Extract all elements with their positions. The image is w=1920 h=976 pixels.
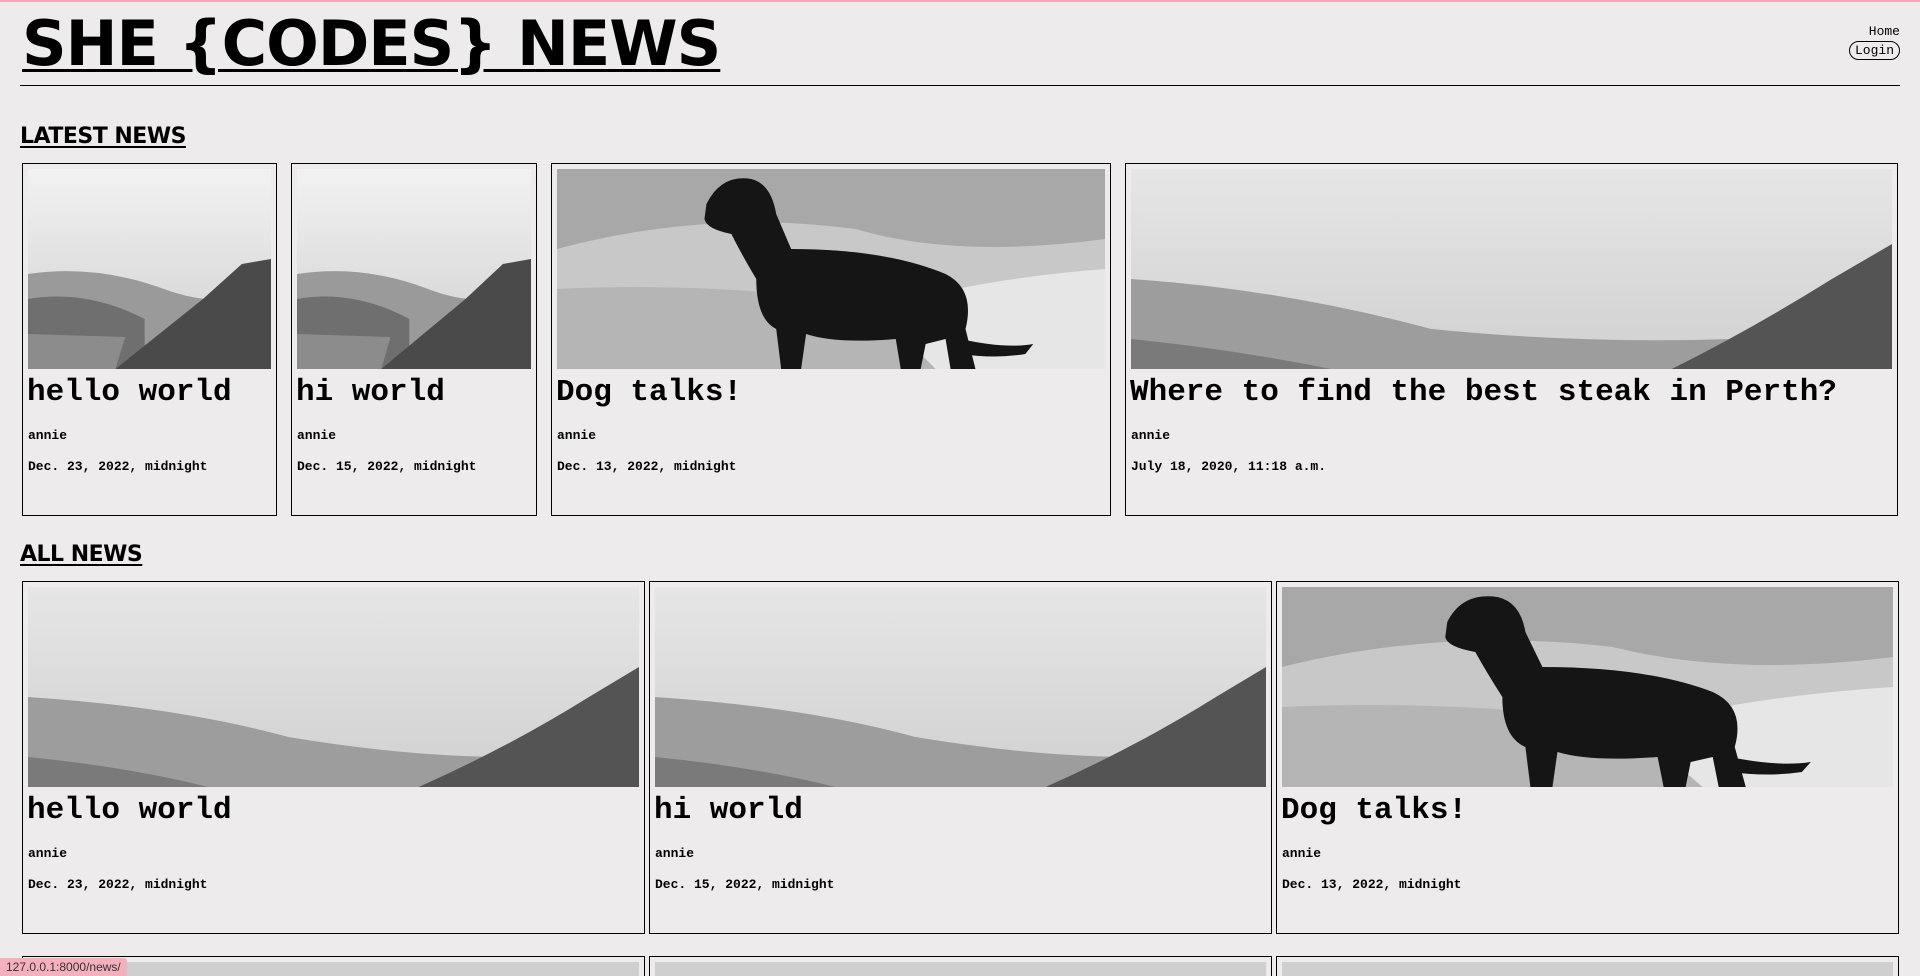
latest-card-hello-world[interactable]: hello world annie Dec. 23, 2022, midnigh… [22, 163, 277, 516]
image-strip [1282, 962, 1893, 976]
all-card-dog-talks[interactable]: Dog talks! annie Dec. 13, 2022, midnight [1276, 581, 1899, 934]
mountain-landscape-image [28, 169, 271, 369]
image-strip [28, 962, 639, 976]
nav-home-link[interactable]: Home [1868, 24, 1900, 39]
story-author: annie [557, 428, 597, 443]
all-card-hello-world[interactable]: hello world annie Dec. 23, 2022, midnigh… [22, 581, 645, 934]
story-author: annie [1282, 846, 1322, 861]
main-nav: Home Login [1848, 24, 1900, 60]
dog-photo-image [1282, 587, 1893, 787]
mountain-landscape-image [297, 169, 531, 369]
story-author: annie [655, 846, 695, 861]
story-date: Dec. 15, 2022, midnight [655, 877, 835, 892]
mountain-landscape-image [28, 587, 639, 787]
story-date: July 18, 2020, 11:18 a.m. [1131, 459, 1327, 474]
story-date: Dec. 15, 2022, midnight [297, 459, 477, 474]
image-strip [655, 962, 1266, 976]
all-news-next-row [22, 956, 1899, 976]
latest-news-heading: LATEST NEWS [20, 124, 186, 149]
story-title[interactable]: Dog talks! [1281, 793, 1468, 828]
story-title[interactable]: hello world [27, 793, 232, 828]
story-date: Dec. 23, 2022, midnight [28, 877, 208, 892]
site-header: SHE {CODES} NEWS Home Login [20, 2, 1900, 86]
nav-login-button[interactable]: Login [1848, 41, 1900, 60]
latest-card-steak-perth[interactable]: Where to find the best steak in Perth? a… [1125, 163, 1898, 516]
partial-card[interactable] [649, 956, 1272, 976]
all-news-list: hello world annie Dec. 23, 2022, midnigh… [20, 581, 1900, 934]
story-author: annie [297, 428, 337, 443]
mountain-landscape-image [1131, 169, 1892, 369]
story-author: annie [1131, 428, 1171, 443]
latest-news-list: hello world annie Dec. 23, 2022, midnigh… [20, 163, 1900, 516]
mountain-landscape-image [655, 587, 1266, 787]
dog-photo-image [557, 169, 1105, 369]
story-author: annie [28, 846, 68, 861]
story-title[interactable]: Dog talks! [556, 375, 743, 410]
story-date: Dec. 13, 2022, midnight [557, 459, 737, 474]
site-title[interactable]: SHE {CODES} NEWS [22, 7, 721, 80]
partial-card[interactable] [1276, 956, 1899, 976]
story-title[interactable]: hi world [296, 375, 445, 410]
story-author: annie [28, 428, 68, 443]
all-news-heading: ALL NEWS [20, 542, 143, 567]
all-card-hi-world[interactable]: hi world annie Dec. 15, 2022, midnight [649, 581, 1272, 934]
story-date: Dec. 13, 2022, midnight [1282, 877, 1462, 892]
story-title[interactable]: Where to find the best steak in Perth? [1130, 375, 1837, 410]
latest-card-dog-talks[interactable]: Dog talks! annie Dec. 13, 2022, midnight [551, 163, 1111, 516]
latest-card-hi-world[interactable]: hi world annie Dec. 15, 2022, midnight [291, 163, 537, 516]
story-date: Dec. 23, 2022, midnight [28, 459, 208, 474]
story-title[interactable]: hi world [654, 793, 803, 828]
status-bar-url: 127.0.0.1:8000/news/ [0, 958, 127, 976]
story-title[interactable]: hello world [27, 375, 232, 410]
